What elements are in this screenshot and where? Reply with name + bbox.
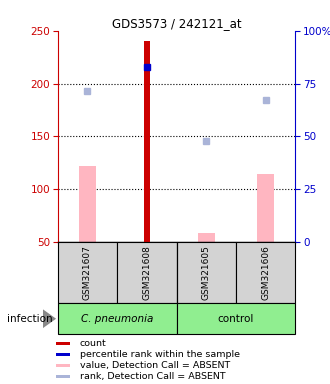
FancyBboxPatch shape <box>177 303 295 334</box>
Text: rank, Detection Call = ABSENT: rank, Detection Call = ABSENT <box>80 372 225 381</box>
Bar <box>55 375 70 378</box>
Text: percentile rank within the sample: percentile rank within the sample <box>80 350 240 359</box>
FancyBboxPatch shape <box>236 242 295 303</box>
Bar <box>55 353 70 356</box>
FancyBboxPatch shape <box>117 242 177 303</box>
Bar <box>257 174 274 242</box>
Text: C. pneumonia: C. pneumonia <box>81 314 153 324</box>
Title: GDS3573 / 242121_at: GDS3573 / 242121_at <box>112 17 241 30</box>
FancyBboxPatch shape <box>58 303 177 334</box>
Text: GSM321605: GSM321605 <box>202 245 211 300</box>
FancyBboxPatch shape <box>58 242 117 303</box>
Text: GSM321606: GSM321606 <box>261 245 270 300</box>
Text: value, Detection Call = ABSENT: value, Detection Call = ABSENT <box>80 361 230 370</box>
Polygon shape <box>43 310 56 328</box>
FancyBboxPatch shape <box>177 242 236 303</box>
Bar <box>198 233 214 242</box>
Text: control: control <box>218 314 254 324</box>
Bar <box>55 364 70 367</box>
Text: count: count <box>80 339 107 348</box>
Text: infection: infection <box>7 314 52 324</box>
Bar <box>79 166 96 242</box>
Text: GSM321607: GSM321607 <box>83 245 92 300</box>
Text: GSM321608: GSM321608 <box>142 245 151 300</box>
Bar <box>144 41 150 242</box>
Bar <box>55 342 70 345</box>
